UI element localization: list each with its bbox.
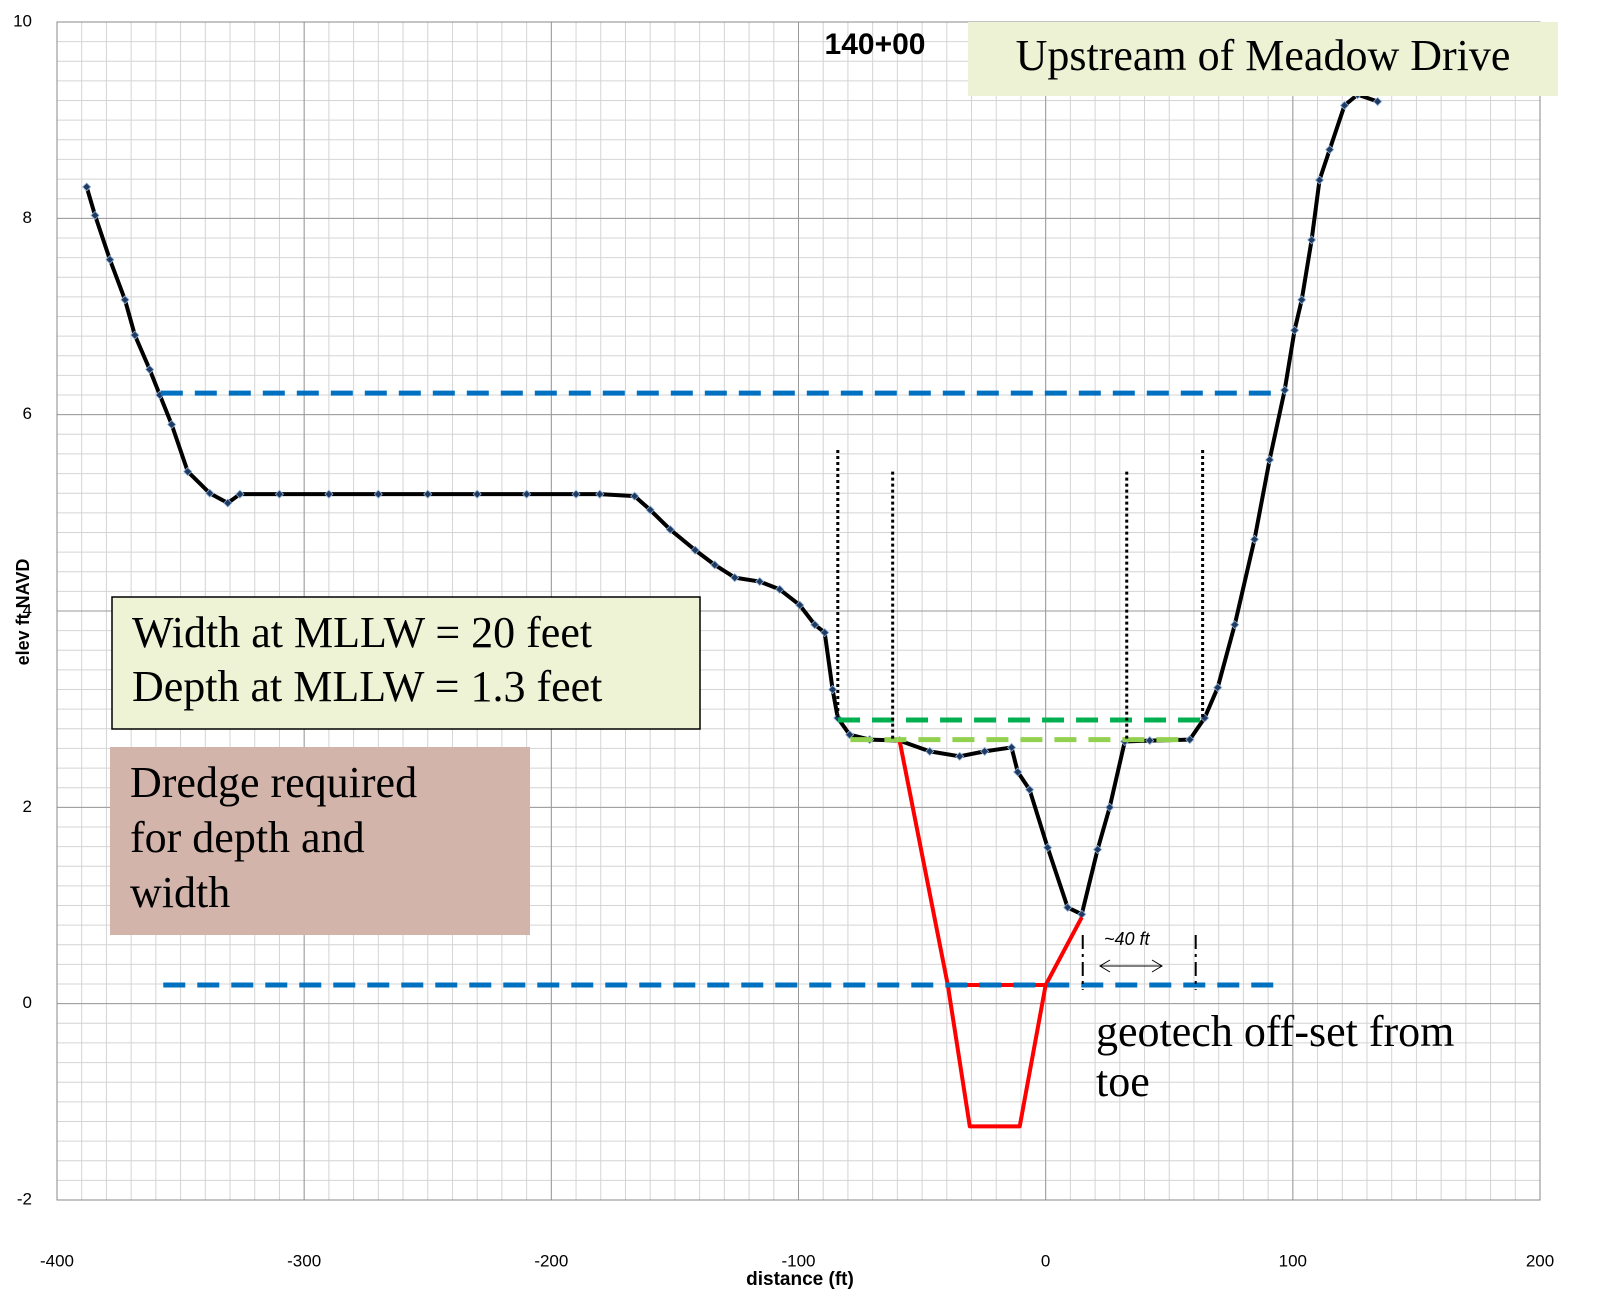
point-marker xyxy=(645,505,655,515)
point-marker xyxy=(1043,843,1053,853)
point-marker xyxy=(730,573,740,583)
offset-arrowheads xyxy=(1099,959,1163,973)
point-marker xyxy=(775,584,785,594)
point-marker xyxy=(1185,735,1195,745)
point-marker xyxy=(82,182,92,192)
geotech-note: geotech off-set from xyxy=(1096,1007,1454,1056)
y-tick-label: 0 xyxy=(23,993,32,1012)
point-marker xyxy=(105,254,115,265)
point-marker xyxy=(1325,145,1335,155)
point-marker xyxy=(90,210,100,220)
point-marker xyxy=(1339,100,1350,111)
point-marker xyxy=(795,600,805,610)
point-marker xyxy=(1249,534,1260,544)
point-marker xyxy=(1297,295,1307,305)
point-marker xyxy=(955,751,965,761)
x-axis-label: distance (ft) xyxy=(746,1269,854,1290)
dredge-text: Dredge required xyxy=(130,758,417,807)
x-tick-label: -200 xyxy=(534,1251,568,1270)
dredge-text: width xyxy=(130,868,230,917)
y-tick-label: 8 xyxy=(23,208,32,227)
point-marker xyxy=(925,746,935,756)
point-marker xyxy=(1145,736,1155,746)
chart-title: 140+00 xyxy=(825,28,926,61)
x-tick-label: 200 xyxy=(1526,1251,1554,1270)
point-marker xyxy=(183,467,193,477)
point-marker xyxy=(1230,620,1240,630)
point-marker xyxy=(472,489,482,499)
geotech-note: toe xyxy=(1096,1057,1150,1106)
point-marker xyxy=(274,489,285,499)
chart-subtitle: Upstream of Meadow Drive xyxy=(1016,31,1511,80)
x-tick-label: 0 xyxy=(1041,1251,1050,1270)
point-marker xyxy=(1093,844,1103,855)
series xyxy=(82,90,1383,1129)
point-marker xyxy=(120,295,130,305)
point-marker xyxy=(1025,785,1035,795)
x-tick-label: -100 xyxy=(781,1251,815,1270)
point-marker xyxy=(820,628,830,638)
point-marker xyxy=(167,419,177,430)
point-marker xyxy=(828,684,838,695)
point-marker xyxy=(423,489,433,499)
point-marker xyxy=(710,560,720,570)
point-marker xyxy=(324,489,334,499)
point-marker xyxy=(130,330,140,340)
plot-border xyxy=(56,21,1541,1201)
point-marker xyxy=(1314,175,1325,185)
y-tick-label: 4 xyxy=(23,600,32,619)
point-marker xyxy=(810,620,820,630)
point-marker xyxy=(1006,742,1017,753)
point-marker xyxy=(1289,325,1300,335)
y-tick-label: 10 xyxy=(13,11,32,30)
point-marker xyxy=(205,488,215,498)
point-marker xyxy=(665,524,675,535)
point-marker xyxy=(373,489,383,499)
point-marker xyxy=(1063,902,1073,913)
width-text: Width at MLLW = 20 feet xyxy=(132,608,592,657)
ticks: -400 -300 -200 -100 0 100 200 -2 0 2 4 6 8 10 xyxy=(13,11,1554,1270)
point-marker xyxy=(223,498,233,508)
point-marker xyxy=(145,364,155,375)
point-marker xyxy=(1265,455,1275,465)
point-marker xyxy=(630,491,640,501)
y-axis-label: elev ft NAVD xyxy=(13,559,33,666)
point-marker xyxy=(571,489,581,499)
x-tick-label: -300 xyxy=(287,1251,321,1270)
width-box xyxy=(111,596,701,730)
point-marker xyxy=(1280,385,1290,395)
point-marker xyxy=(522,489,532,499)
depth-text: Depth at MLLW = 1.3 feet xyxy=(132,662,602,711)
x-tick-label: -400 xyxy=(40,1251,74,1270)
point-marker xyxy=(980,746,990,756)
y-tick-label: 2 xyxy=(23,797,32,816)
point-marker xyxy=(845,730,855,740)
x-tick-label: 100 xyxy=(1279,1251,1307,1270)
point-marker xyxy=(1105,802,1115,812)
subtitle-box xyxy=(968,22,1558,96)
point-marker xyxy=(235,489,245,499)
point-marker xyxy=(1307,235,1317,245)
point-marker xyxy=(690,545,700,555)
point-marker xyxy=(1213,683,1223,693)
point-marker xyxy=(1013,767,1023,777)
dredge-box xyxy=(110,747,530,935)
dredge-text: for depth and xyxy=(130,813,365,862)
series-line xyxy=(84,92,1379,917)
point-marker xyxy=(1373,96,1383,107)
y-tick-label: -2 xyxy=(17,1189,32,1208)
point-marker xyxy=(595,489,605,499)
y-tick-label: 6 xyxy=(23,404,32,423)
offset-label: ~40 ft xyxy=(1104,929,1151,949)
point-marker xyxy=(755,576,765,587)
